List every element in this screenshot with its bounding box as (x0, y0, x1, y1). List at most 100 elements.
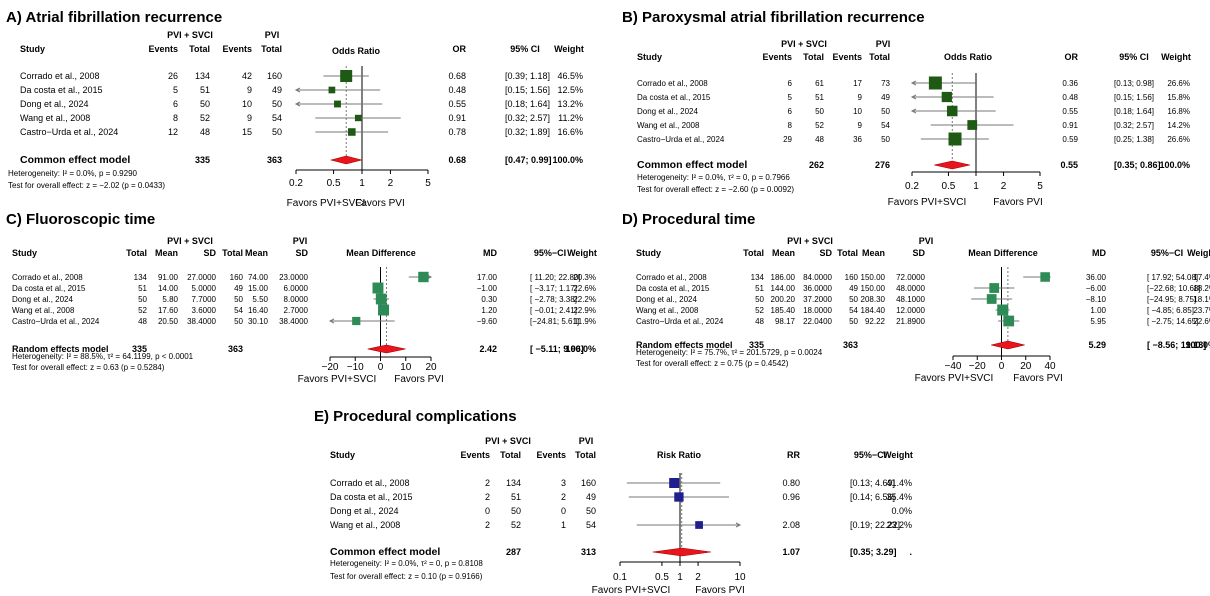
sd-control: 8.0000 (284, 295, 309, 304)
column-header-weight: Weight (883, 450, 913, 460)
column-header-ci: 95% CI (510, 44, 540, 54)
column-header-total: Total (189, 44, 210, 54)
sd-treatment: 5.0000 (192, 284, 217, 293)
study-estimate-square (946, 105, 958, 117)
study-label: Castro−Urda et al., 2024 (12, 317, 100, 326)
weight-value: 22.2% (573, 295, 596, 304)
study-label: Da costa et al., 2015 (20, 85, 103, 95)
column-header-mean: Mean (862, 248, 885, 258)
x-axis-tick-label: 5 (425, 178, 431, 189)
pooled-total-control: 363 (228, 344, 243, 354)
sd-treatment: 38.4000 (187, 317, 216, 326)
mean-treatment: 98.17 (775, 317, 796, 326)
events-treatment: 0 (485, 506, 490, 516)
study-estimate-square (674, 492, 684, 502)
study-label: Da costa et al., 2015 (330, 492, 413, 502)
ci-value: [0.32; 2.57] (1114, 121, 1154, 130)
x-axis-tick-label: 1 (677, 572, 683, 583)
study-label: Da costa et al., 2015 (637, 93, 711, 102)
column-header-events: Events (762, 52, 792, 62)
ci-value: [0.13; 4.69] (850, 478, 895, 488)
sd-treatment: 27.0000 (187, 273, 216, 282)
total-control: 54 (234, 306, 243, 315)
favors-control-label: Favors PVI (394, 374, 443, 385)
column-header-events: Events (222, 44, 252, 54)
events-treatment: 26 (168, 71, 178, 81)
study-label: Corrado et al., 2008 (637, 79, 708, 88)
column-header-total: Total (500, 450, 521, 460)
ci-value: [ −3.17; 1.17] (530, 284, 577, 293)
events-treatment: 6 (173, 99, 178, 109)
sd-control: 2.7000 (284, 306, 309, 315)
total-treatment: 134 (195, 71, 210, 81)
column-header-total: Total (869, 52, 890, 62)
weight-value: 26.6% (1167, 135, 1190, 144)
events-control: 42 (242, 71, 252, 81)
ci-value: [−24.81; 5.61] (530, 317, 579, 326)
panel-e: E) Procedural complications PVI + SVCI PVI… (314, 408, 913, 596)
events-control: 9 (247, 85, 252, 95)
column-header-estimate: MD (483, 248, 497, 258)
x-axis-tick-label: 2 (388, 178, 394, 189)
study-label: Da costa et al., 2015 (636, 284, 710, 293)
study-estimate-square (372, 282, 384, 294)
total-treatment: 134 (506, 478, 521, 488)
pooled-estimate-value: 1.07 (782, 547, 800, 557)
pooled-total-control: 363 (267, 155, 282, 165)
x-axis-tick-label: 0.1 (613, 572, 627, 583)
column-header-mean: Mean (772, 248, 795, 258)
total-treatment: 48 (815, 135, 824, 144)
overall-effect-text: Test for overall effect: z = 0.63 (p = 0… (12, 363, 165, 372)
group-header-treatment: PVI + SVCI (485, 436, 531, 446)
total-treatment: 48 (200, 127, 210, 137)
x-axis-tick-label: −20 (322, 362, 339, 373)
total-treatment: 51 (200, 85, 210, 95)
mean-treatment: 14.00 (158, 284, 179, 293)
sd-control: 12.0000 (896, 306, 925, 315)
column-header-estimate: MD (1092, 248, 1106, 258)
estimate-value: 1.00 (1090, 306, 1106, 315)
pooled-diamond (934, 160, 971, 170)
study-label: Dong et al., 2024 (20, 99, 89, 109)
column-header-study: Study (637, 52, 662, 62)
panel-b: B) Paroxysmal atrial fibrillation recurr… (622, 9, 1191, 208)
total-treatment: 51 (511, 492, 521, 502)
study-label: Da costa et al., 2015 (12, 284, 86, 293)
weight-value: 22.9% (573, 306, 596, 315)
total-treatment: 134 (751, 273, 765, 282)
weight-value: 26.6% (1167, 79, 1190, 88)
column-header-study: Study (330, 450, 355, 460)
study-estimate-square (1040, 272, 1050, 282)
total-control: 54 (849, 306, 858, 315)
sd-treatment: 84.0000 (803, 273, 832, 282)
events-control: 17 (853, 79, 862, 88)
sd-control: 38.4000 (279, 317, 308, 326)
total-treatment: 52 (511, 520, 521, 530)
events-treatment: 6 (788, 107, 793, 116)
favors-control-label: Favors PVI (695, 585, 744, 596)
favors-treatment-label: Favors PVI+SVCI (888, 197, 967, 208)
ci-value: [0.15; 1.56] (1114, 93, 1154, 102)
estimate-value: 0.91 (448, 113, 466, 123)
ci-arrow-left (294, 101, 301, 107)
column-header-estimate: OR (453, 44, 467, 54)
estimate-value: 5.95 (1090, 317, 1106, 326)
events-control: 15 (242, 127, 252, 137)
favors-control-label: Favors PVI (355, 198, 404, 209)
weight-value: 16.6% (557, 127, 583, 137)
events-control: 36 (853, 135, 862, 144)
estimate-value: 0.55 (1062, 107, 1078, 116)
column-header-effect-measure: Mean Difference (968, 248, 1038, 258)
study-label: Corrado et al., 2008 (12, 273, 83, 282)
ci-value: [0.13; 0.98] (1114, 79, 1154, 88)
weight-value: 15.8% (1167, 93, 1190, 102)
group-header-control: PVI (876, 39, 891, 49)
total-control: 50 (849, 317, 858, 326)
estimate-value: 36.00 (1086, 273, 1107, 282)
x-axis-tick-label: 20 (425, 362, 437, 373)
column-header-ci: 95% CI (1119, 52, 1149, 62)
column-header-weight: Weight (1161, 52, 1191, 62)
column-header-weight: Weight (1187, 248, 1210, 258)
study-label: Dong et al., 2024 (330, 506, 399, 516)
mean-treatment: 20.50 (158, 317, 179, 326)
